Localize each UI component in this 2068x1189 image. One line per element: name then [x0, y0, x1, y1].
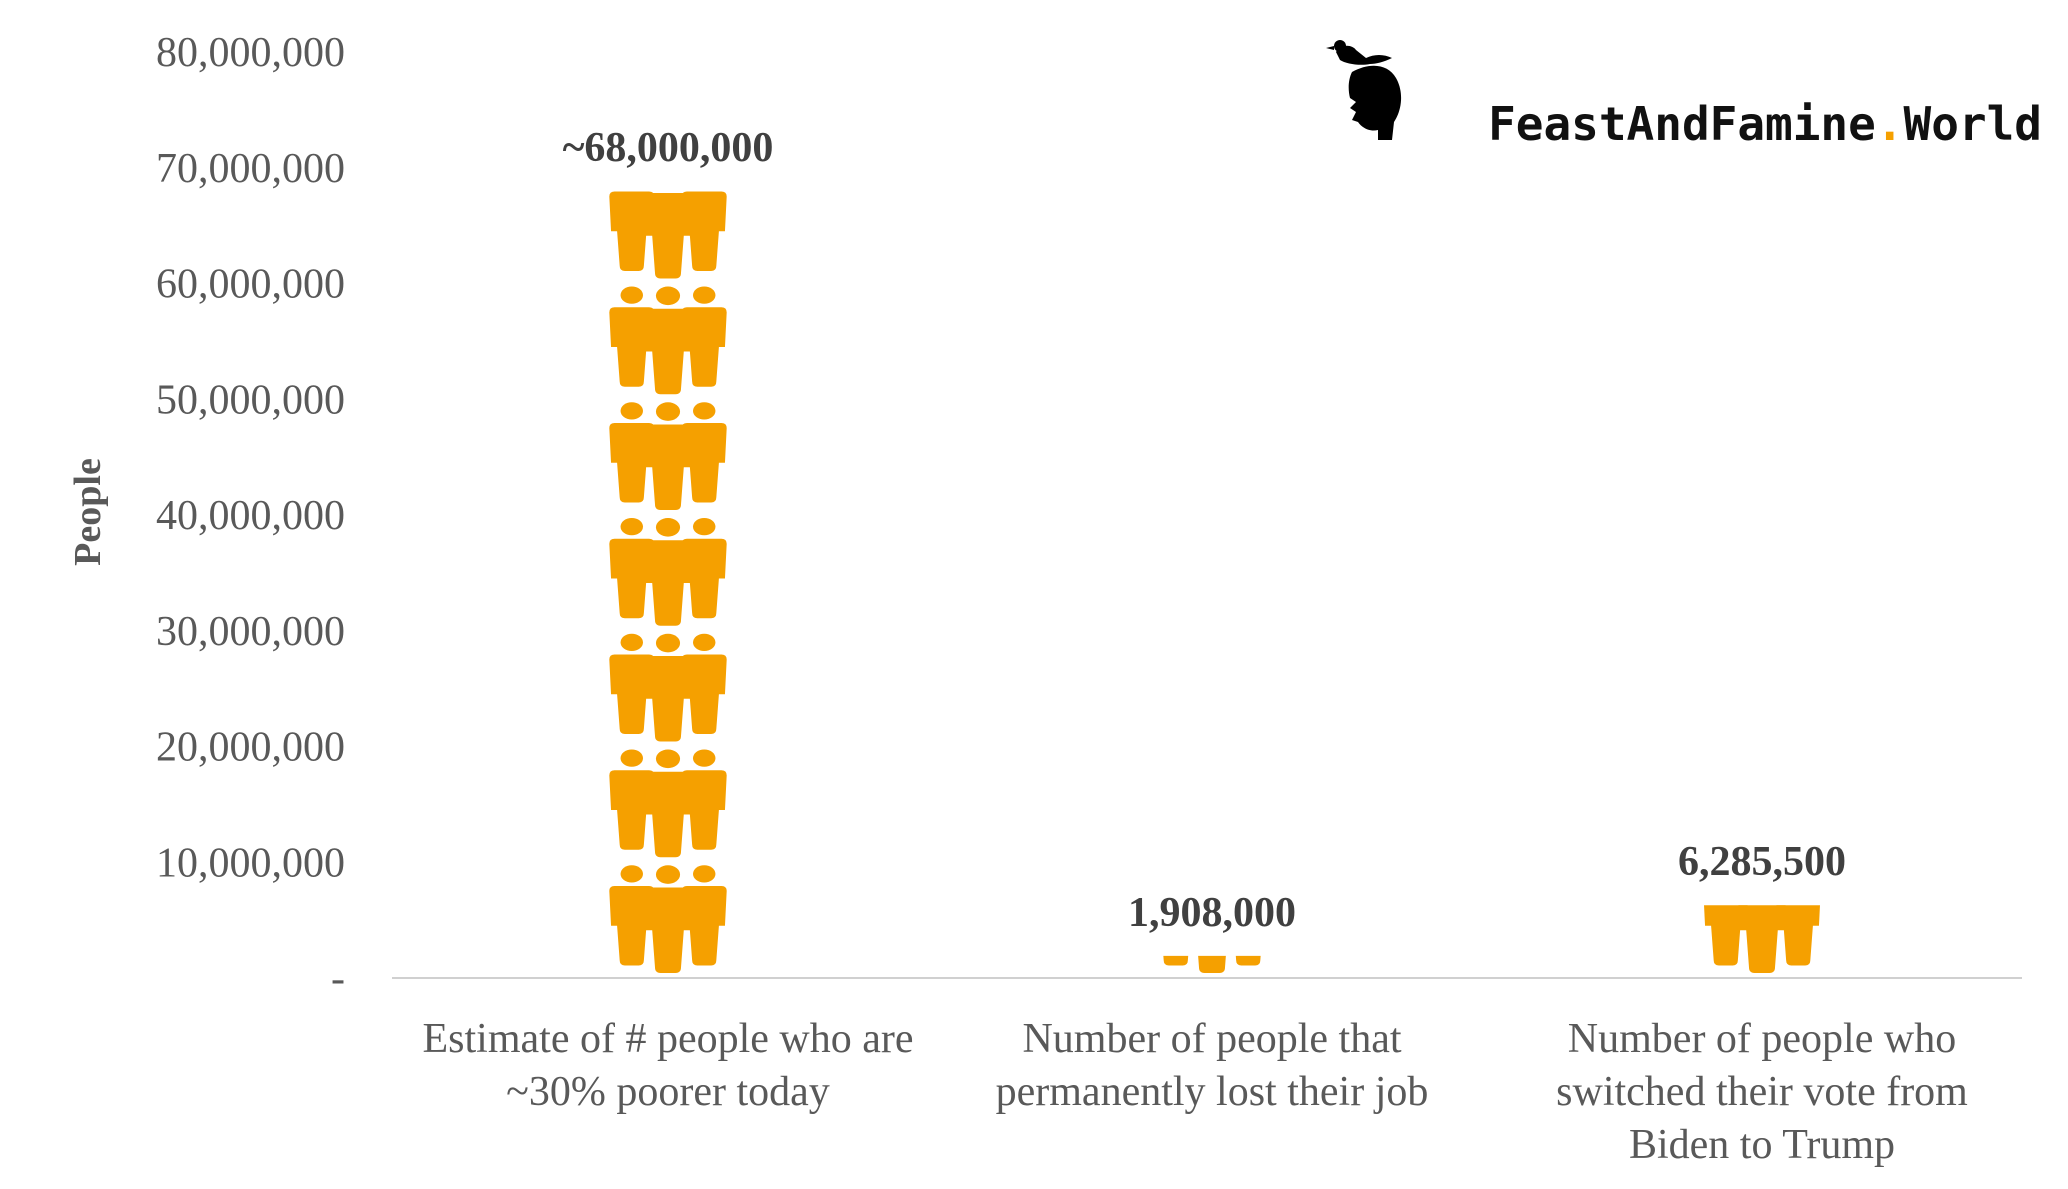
bar [1704, 905, 1820, 974]
y-tick-label: - [331, 956, 345, 1002]
data-labels: ~68,000,000 1,908,000 6,285,500 [563, 125, 1846, 936]
data-label: 6,285,500 [1678, 839, 1846, 885]
category-label: Number of people that permanently lost th… [996, 1016, 1429, 1115]
y-tick-label: 50,000,000 [156, 377, 345, 423]
data-label: 1,908,000 [1128, 890, 1296, 936]
y-tick-label: 80,000,000 [156, 30, 345, 76]
brand-logo: FeastAndFamine.World [1326, 40, 2042, 151]
bar [1163, 955, 1261, 974]
y-tick-label: 20,000,000 [156, 725, 345, 771]
brand-wordmark: FeastAndFamine.World [1488, 97, 2042, 151]
head-duck-icon [1326, 40, 1402, 140]
category-label: Number of people who switched their vote … [1556, 1016, 1968, 1168]
y-axis-label: People [67, 458, 109, 566]
category-labels: Estimate of # people who are ~30% poorer … [423, 1016, 1969, 1168]
y-tick-label: 40,000,000 [156, 493, 345, 539]
y-tick-label: 30,000,000 [156, 609, 345, 655]
bars [609, 191, 1820, 974]
y-axis-ticks: - 10,000,000 20,000,000 30,000,000 40,000,00… [156, 30, 345, 1002]
data-label: ~68,000,000 [563, 125, 774, 171]
bar [609, 191, 727, 973]
y-tick-label: 70,000,000 [156, 146, 345, 192]
category-label: Estimate of # people who are ~30% poorer … [423, 1016, 914, 1115]
y-tick-label: 60,000,000 [156, 262, 345, 308]
y-tick-label: 10,000,000 [156, 840, 345, 886]
